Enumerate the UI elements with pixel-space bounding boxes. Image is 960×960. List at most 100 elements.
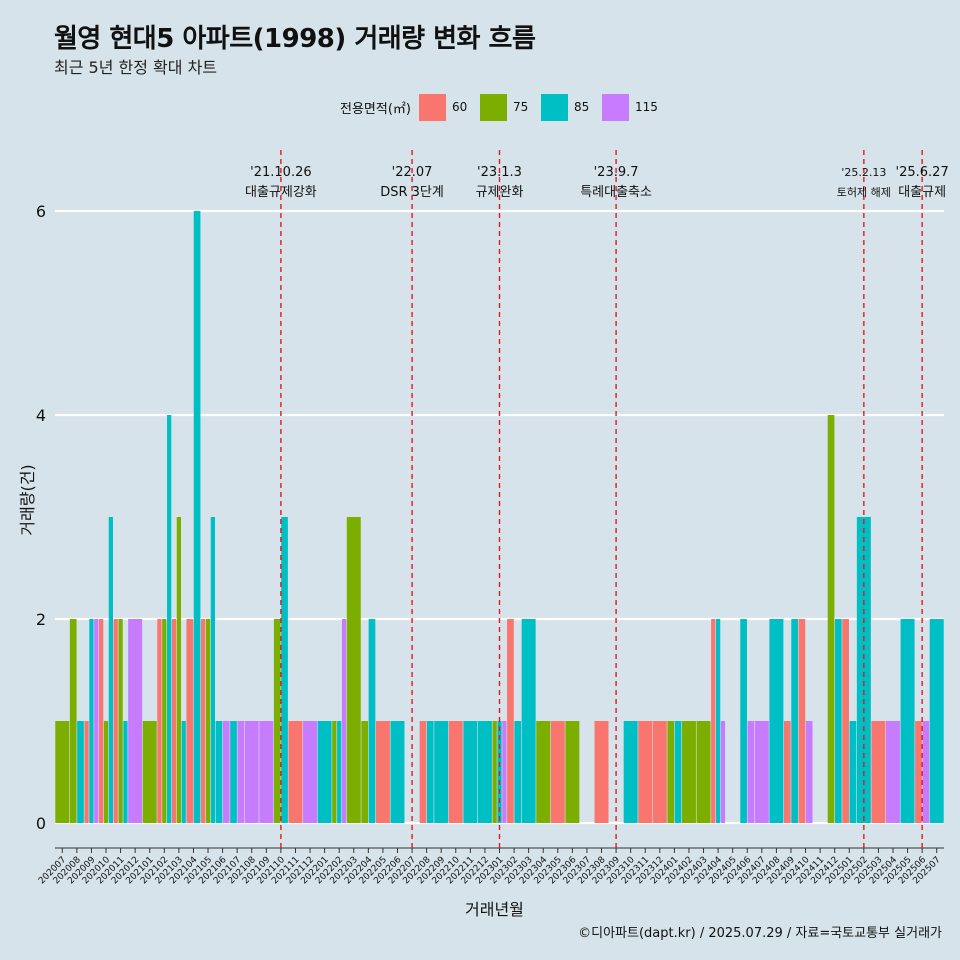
bar-202501-85 [849, 721, 857, 823]
bar-202409-85 [791, 619, 798, 823]
bar-202403-75 [696, 721, 711, 823]
bar-202202-115 [341, 619, 347, 823]
bar-202302-60 [507, 619, 514, 823]
bar-202406-115 [747, 721, 755, 823]
bar-202103-75 [176, 517, 182, 823]
bar-202412-75 [827, 415, 835, 823]
bar-202205-60 [375, 721, 390, 823]
bar-202212-85 [477, 721, 492, 823]
bar-202302-85 [514, 721, 522, 823]
bar-202105-75 [205, 619, 211, 823]
bar-202204-85 [368, 619, 376, 823]
bar-202107-85 [230, 721, 237, 823]
bar-202102-75 [162, 619, 167, 823]
event-desc-label: 토허제 해제 [837, 185, 891, 199]
bar-202010-75 [103, 721, 109, 823]
event-date-label: '23.9.7 [594, 165, 639, 180]
event-date-label: '25.6.27 [896, 165, 949, 180]
legend-item-75: 75 [479, 93, 537, 121]
bar-202201-85 [317, 721, 332, 823]
legend-label-60: 60 [451, 100, 468, 114]
bar-202404-60 [711, 619, 716, 823]
bar-202210-60 [448, 721, 463, 823]
legend-swatch-85 [540, 93, 568, 121]
bar-202011-60 [113, 619, 118, 823]
bar-202311-60 [638, 721, 653, 823]
bar-202009-60 [84, 721, 89, 823]
y-tick-label: 6 [36, 202, 46, 221]
bar-202208-60 [419, 721, 427, 823]
bar-202008-85 [77, 721, 84, 823]
bar-202204-75 [361, 721, 369, 823]
bar-202305-60 [550, 721, 565, 823]
bar-202502-85 [856, 517, 871, 823]
bar-202105-60 [201, 619, 206, 823]
bar-202301-75 [492, 721, 497, 823]
bar-202206-85 [390, 721, 405, 823]
bar-202303-85 [521, 619, 536, 823]
bar-202110-75 [273, 619, 281, 823]
bar-202011-75 [118, 619, 123, 823]
legend-item-85: 85 [540, 93, 598, 121]
bar-202007-75 [55, 721, 70, 823]
y-tick-label: 2 [36, 610, 46, 629]
legend-label-75: 75 [512, 100, 529, 114]
bar-202504-115 [886, 721, 900, 823]
legend-swatch-115 [601, 93, 629, 121]
event-date-label: '25.2.13 [841, 166, 886, 179]
bar-202103-85 [181, 721, 186, 823]
chart-title: 월영 현대5 아파트(1998) 거래량 변화 흐름 [54, 24, 536, 54]
event-desc-label: 특례대출축소 [580, 185, 652, 200]
bar-202012-115 [128, 619, 143, 823]
bar-202009-115 [94, 619, 99, 823]
bar-202410-60 [798, 619, 806, 823]
legend-swatch-75 [479, 93, 507, 121]
legend-title: 전용면적(㎡) [340, 101, 411, 117]
bar-202110-85 [281, 517, 288, 823]
bar-202406-85 [740, 619, 747, 823]
bar-202101-75 [142, 721, 157, 823]
legend-label-85: 85 [573, 100, 590, 114]
bar-202506-60 [915, 721, 922, 823]
bar-202408-85 [769, 619, 784, 823]
legend-label-115: 115 [634, 100, 658, 114]
event-date-label: '22.07 [392, 165, 433, 180]
bar-202505-85 [900, 619, 915, 823]
bar-202310-85 [623, 721, 638, 823]
bar-202407-115 [754, 721, 769, 823]
bar-202506-115 [922, 721, 930, 823]
bar-202412-85 [834, 619, 842, 823]
y-axis-label: 거래량(건) [18, 464, 37, 535]
legend-item-60: 60 [418, 93, 476, 121]
bar-202112-115 [303, 721, 318, 823]
bar-202103-60 [171, 619, 177, 823]
event-desc-label: 규제완화 [476, 185, 524, 200]
bar-202507-85 [929, 619, 944, 823]
bar-202503-60 [871, 721, 886, 823]
bar-202211-85 [463, 721, 478, 823]
bar-202107-115 [237, 721, 245, 823]
y-tick-label: 4 [36, 406, 46, 425]
source-caption: ©디아파트(dapt.kr) / 2025.07.29 / 자료=국토교통부 실… [578, 926, 942, 941]
bar-202401-75 [667, 721, 675, 823]
bar-202202-85 [337, 721, 342, 823]
bar-202108-115 [244, 721, 259, 823]
event-desc-label: DSR 3단계 [380, 185, 444, 200]
event-date-label: '21.10.26 [250, 165, 311, 180]
bar-202202-75 [332, 721, 337, 823]
bar-202102-60 [157, 619, 162, 823]
event-date-label: '23.1.3 [477, 165, 522, 180]
bar-202401-85 [674, 721, 682, 823]
bar-202312-60 [652, 721, 667, 823]
bar-202104-60 [186, 619, 194, 823]
legend-swatch-60 [418, 93, 446, 121]
bar-202105-85 [210, 517, 216, 823]
bar-202501-60 [842, 619, 849, 823]
bar-202209-85 [434, 721, 449, 823]
bar-202102-85 [167, 415, 172, 823]
bar-202404-115 [720, 721, 726, 823]
legend: 전용면적(㎡) 60 75 85 115 [340, 93, 663, 121]
bar-202011-85 [123, 721, 128, 823]
bar-202111-60 [288, 721, 303, 823]
